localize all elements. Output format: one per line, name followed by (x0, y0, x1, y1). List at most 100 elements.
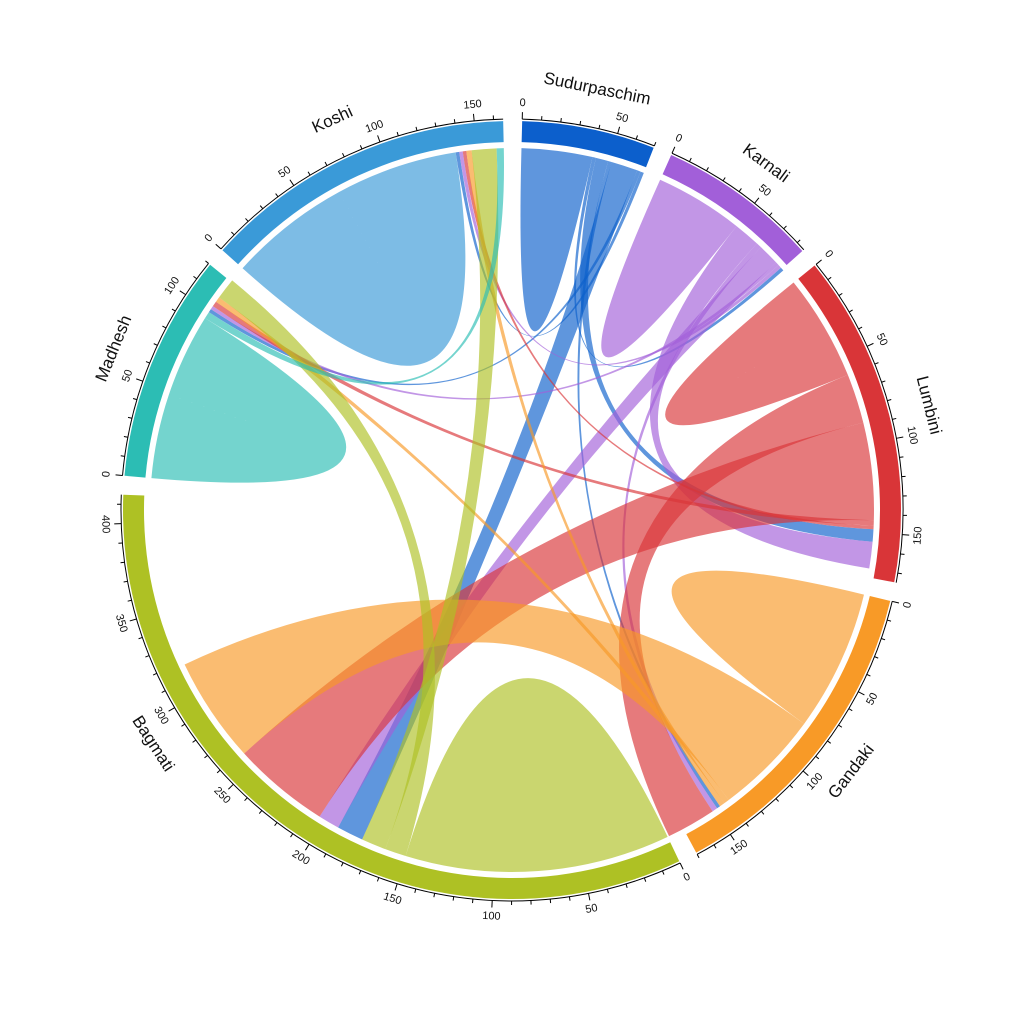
minor-tick (561, 118, 562, 122)
major-tick (395, 884, 397, 891)
minor-tick (776, 799, 779, 802)
minor-tick (569, 897, 570, 901)
minor-tick (435, 123, 436, 127)
minor-tick (397, 132, 398, 136)
major-tick (116, 475, 123, 476)
minor-tick (193, 276, 196, 278)
minor-tick (205, 261, 208, 264)
minor-tick (245, 798, 248, 801)
minor-tick (790, 785, 793, 788)
minor-tick (887, 400, 891, 401)
minor-tick (839, 725, 842, 727)
minor-tick (193, 740, 196, 742)
ribbon-layer (151, 148, 874, 872)
tick-label: 200 (290, 848, 312, 868)
major-tick (216, 244, 221, 249)
minor-tick (816, 756, 819, 759)
minor-tick (275, 823, 277, 826)
minor-tick (416, 127, 417, 131)
minor-tick (121, 456, 125, 457)
tick-label: 100 (364, 118, 385, 135)
major-tick (730, 834, 734, 840)
minor-tick (325, 162, 327, 166)
tick-label: 100 (162, 275, 182, 297)
minor-tick (162, 691, 166, 693)
minor-tick (434, 893, 435, 897)
major-tick (180, 291, 186, 295)
minor-tick (797, 240, 800, 243)
minor-tick (654, 142, 655, 146)
tick-label: 50 (615, 111, 630, 126)
minor-tick (245, 218, 248, 221)
minor-tick (324, 854, 326, 858)
minor-tick (898, 573, 902, 574)
tick-label: 0 (202, 232, 215, 245)
minor-tick (454, 119, 455, 123)
tick-label: 100 (804, 771, 825, 793)
minor-tick (139, 637, 143, 638)
minor-tick (204, 755, 207, 758)
minor-tick (784, 226, 787, 229)
tick-label: 50 (120, 368, 135, 384)
minor-tick (874, 657, 878, 659)
tick-label: 100 (482, 910, 501, 923)
minor-tick (892, 418, 896, 419)
major-tick (305, 844, 309, 850)
tick-label: 50 (756, 182, 773, 199)
tick-label: 150 (912, 526, 925, 545)
minor-tick (626, 884, 627, 888)
minor-tick (145, 656, 149, 657)
major-tick (589, 893, 590, 900)
minor-tick (714, 845, 716, 848)
minor-tick (453, 897, 454, 901)
minor-tick (828, 741, 831, 743)
tick-label: 0 (519, 97, 525, 109)
tick-label: 350 (113, 613, 130, 634)
tick-label: 150 (463, 98, 482, 112)
minor-tick (146, 362, 150, 364)
tick-label: 0 (822, 248, 835, 260)
major-tick (803, 771, 808, 776)
minor-tick (662, 871, 664, 875)
minor-tick (153, 673, 157, 675)
tick-label: 300 (151, 705, 171, 727)
minor-tick (360, 145, 362, 149)
major-tick (680, 863, 683, 869)
tick-label: 0 (901, 601, 914, 610)
major-tick (867, 343, 873, 346)
major-tick (136, 379, 143, 381)
minor-tick (217, 770, 220, 773)
minor-tick (343, 153, 345, 157)
minor-tick (697, 854, 699, 858)
major-tick (473, 114, 474, 121)
minor-tick (644, 878, 645, 882)
tick-label: 50 (584, 902, 598, 916)
minor-tick (761, 811, 764, 814)
minor-tick (231, 232, 234, 235)
minor-tick (415, 889, 416, 893)
minor-tick (828, 277, 831, 279)
sector-label-bagmati: Bagmati (128, 712, 178, 775)
minor-tick (124, 581, 128, 582)
minor-tick (689, 158, 691, 162)
tick-label: 50 (874, 332, 890, 348)
minor-tick (636, 135, 637, 139)
minor-tick (746, 823, 748, 826)
major-tick (378, 135, 380, 142)
minor-tick (162, 326, 166, 328)
minor-tick (599, 125, 600, 129)
minor-tick (377, 878, 378, 882)
minor-tick (867, 674, 871, 676)
sector-label-sudurpaschim: Sudurpaschim (542, 68, 652, 108)
major-tick (755, 198, 759, 203)
major-tick (228, 784, 233, 789)
minor-tick (875, 363, 879, 364)
minor-tick (849, 709, 852, 711)
minor-tick (706, 167, 708, 170)
major-tick (896, 437, 903, 438)
sector-label-koshi: Koshi (309, 102, 356, 137)
minor-tick (172, 309, 175, 311)
tick-label: 0 (673, 132, 683, 145)
